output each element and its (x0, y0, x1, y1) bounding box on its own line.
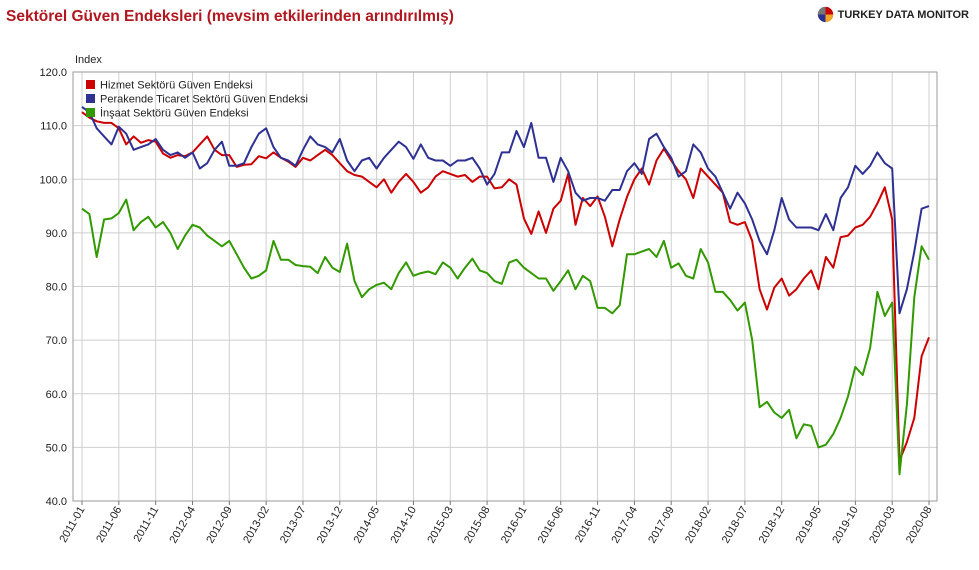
x-tick-label: 2013-02 (241, 505, 272, 546)
x-tick-label: 2018-02 (683, 505, 714, 546)
series-line-1[interactable] (81, 111, 930, 462)
legend-label: İnşaat Sektörü Güven Endeksi (100, 107, 249, 120)
y-tick-label: 110.0 (40, 121, 67, 133)
series-line-3[interactable] (81, 198, 930, 476)
x-tick-label: 2019-10 (830, 505, 861, 546)
x-tick-label: 2012-04 (167, 505, 198, 546)
x-axis: 2011-01 2011-06 2011-11 2012-04 2012-09 2013-… (57, 501, 935, 546)
legend: Hizmet Sektörü Güven Endeksi Perakende Ti… (86, 80, 308, 120)
plot-frame (72, 71, 938, 502)
x-tick-label: 2019-05 (794, 505, 825, 546)
y-tick-label: 70.0 (46, 335, 67, 347)
series-line-2[interactable] (81, 106, 930, 315)
pie-chart-logo-icon (817, 6, 833, 23)
y-tick-label: 80.0 (46, 282, 67, 294)
x-tick-label: 2016-01 (499, 505, 530, 546)
x-tick-label: 2016-06 (536, 505, 567, 546)
legend-swatch (86, 80, 95, 89)
y-tick-label: 60.0 (46, 389, 67, 401)
x-tick-label: 2020-03 (867, 505, 898, 546)
x-tick-label: 2013-07 (278, 505, 309, 546)
legend-swatch (86, 108, 95, 117)
x-tick-label: 2015-08 (462, 504, 493, 545)
grid (73, 71, 937, 502)
legend-swatch (86, 94, 95, 103)
x-tick-label: 2011-06 (94, 505, 124, 545)
x-tick-label: 2018-12 (757, 505, 788, 546)
legend-label: Hizmet Sektörü Güven Endeksi (100, 80, 253, 92)
y-axis-label: Index (75, 54, 102, 66)
chart-title: Sektörel Güven Endeksleri (mevsim etkile… (6, 8, 454, 25)
brand-label: TURKEY DATA MONITOR (837, 8, 969, 21)
x-tick-label: 2017-09 (646, 505, 677, 546)
y-tick-label: 50.0 (46, 442, 67, 454)
x-tick-label: 2014-10 (388, 505, 419, 546)
series-lines (81, 106, 930, 476)
brand[interactable]: TURKEY DATA MONITOR (817, 6, 969, 23)
x-tick-label: 2018-07 (720, 505, 751, 546)
x-tick-label: 2016-11 (573, 505, 603, 545)
x-tick-label: 2015-03 (425, 505, 456, 546)
x-tick-label: 2020-08 (904, 505, 935, 546)
y-axis: 40.0 50.0 60.0 70.0 80.0 90.0 100.0 110.0 120.0 (39, 67, 67, 508)
y-tick-label: 90.0 (46, 228, 67, 240)
legend-label: Perakende Ticaret Sektörü Güven Endeksi (100, 94, 308, 106)
x-tick-label: 2011-11 (131, 505, 161, 545)
y-tick-label: 40.0 (46, 496, 67, 508)
x-tick-label: 2012-09 (204, 505, 235, 546)
y-tick-label: 120.0 (39, 67, 67, 79)
x-tick-label: 2014-05 (352, 505, 383, 546)
x-tick-label: 2017-04 (609, 505, 640, 546)
x-tick-label: 2011-01 (57, 505, 87, 545)
y-tick-label: 100.0 (39, 174, 67, 186)
x-tick-label: 2013-12 (315, 505, 346, 546)
